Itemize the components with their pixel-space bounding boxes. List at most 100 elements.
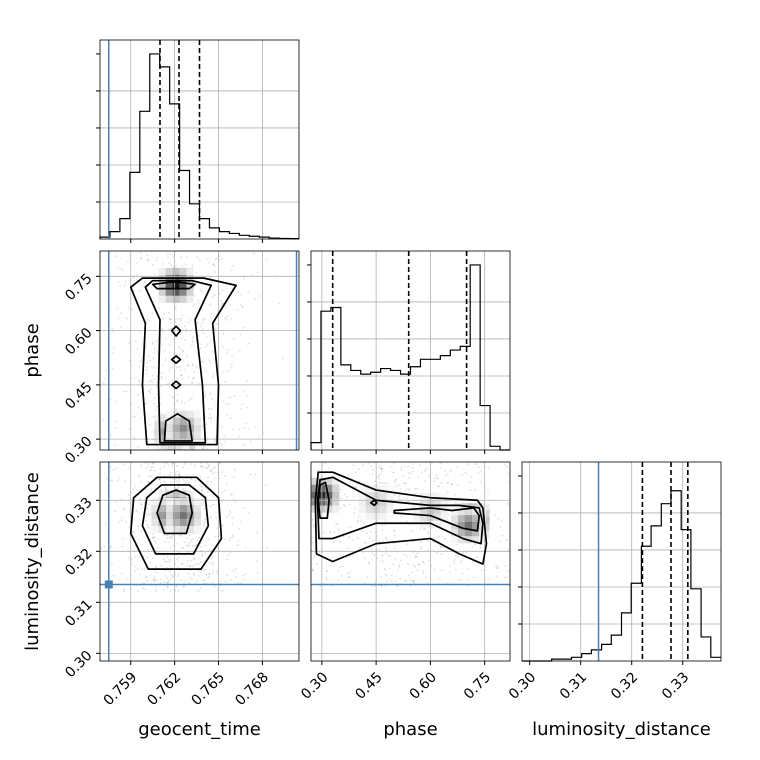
density-pixel [433,492,441,500]
scatter-point [120,572,123,575]
scatter-point [237,309,239,311]
scatter-point [151,374,154,377]
scatter-point [201,504,204,507]
scatter-point [376,476,379,479]
density-pixel [457,529,465,537]
density-pixel [179,431,187,439]
density-pixel [450,536,458,544]
scatter-point [145,456,147,458]
scatter-point [412,580,415,583]
scatter-point [531,528,533,530]
scatter-point [94,481,96,483]
scatter-point [242,278,245,281]
scatter-point [353,491,356,494]
scatter-point [128,427,131,430]
scatter-point [543,505,545,507]
scatter-point [418,563,421,566]
scatter-point [378,540,381,543]
density-pixel [193,424,201,432]
scatter-point [239,293,242,296]
scatter-point [121,537,124,540]
scatter-point [178,455,180,457]
y-tick-label: 0.33 [62,495,95,528]
scatter-point [385,537,387,540]
scatter-point [194,544,197,547]
density-pixel [151,498,159,506]
scatter-point [197,335,200,337]
scatter-point [163,466,165,468]
scatter-point [140,359,142,362]
scatter-point [204,462,206,464]
scatter-point [182,247,184,249]
scatter-point [218,458,220,460]
density-pixel [172,288,180,296]
y-tick-label: 0.60 [62,325,95,358]
scatter-point [186,479,188,482]
scatter-point [118,521,121,524]
scatter-point [471,546,474,548]
scatter-point [164,481,167,484]
scatter-point [124,521,127,524]
scatter-point [152,378,155,380]
x-tick-label: 0.32 [608,669,641,702]
scatter-point [424,469,426,472]
scatter-point [180,374,183,377]
scatter-point [163,540,166,543]
scatter-point [390,574,393,577]
scatter-point [200,290,203,293]
contour-inner [163,412,194,442]
panel-frame [521,461,722,662]
scatter-point [379,464,382,467]
contour-island-1 [170,325,182,337]
scatter-point [136,568,139,571]
scatter-point [152,415,155,418]
scatter-point [238,428,241,431]
scatter-point [514,561,516,563]
scatter-point [409,584,412,587]
scatter-point [187,400,190,402]
scatter-point [226,315,229,318]
scatter-point [126,578,129,581]
scatter-point [189,319,192,321]
scatter-point [132,454,134,456]
scatter-point [191,377,194,380]
scatter-point [226,351,229,354]
scatter-point [132,488,135,491]
scatter-point [196,256,199,258]
scatter-point [398,565,401,568]
scatter-point [215,451,217,453]
density-pixel [471,508,479,516]
scatter-point [212,495,214,498]
scatter-point [163,349,166,352]
scatter-point [231,516,234,519]
scatter-point [435,473,438,476]
density-pixel [151,512,159,520]
scatter-point [257,458,259,460]
scatter-point [187,364,190,367]
scatter-point [137,474,140,477]
scatter-point [394,481,397,483]
scatter-point [349,455,351,457]
scatter-point [194,484,196,487]
scatter-point [477,472,480,475]
scatter-point [128,526,131,528]
scatter-point [226,369,229,372]
scatter-point [416,552,419,555]
scatter-point [473,543,476,546]
scatter-point [200,545,202,548]
density-pixel [482,517,490,525]
scatter-point [339,507,341,509]
scatter-point [379,473,382,476]
density-pixel [464,529,472,537]
scatter-point [198,590,201,592]
scatter-point [247,511,250,514]
scatter-point [191,338,194,340]
scatter-point [438,485,441,488]
scatter-point [144,455,146,457]
scatter-point [174,478,177,481]
scatter-point [398,494,401,497]
scatter-point [193,558,195,561]
scatter-point [225,403,228,406]
scatter-point [139,246,141,248]
scatter-point [179,369,182,371]
